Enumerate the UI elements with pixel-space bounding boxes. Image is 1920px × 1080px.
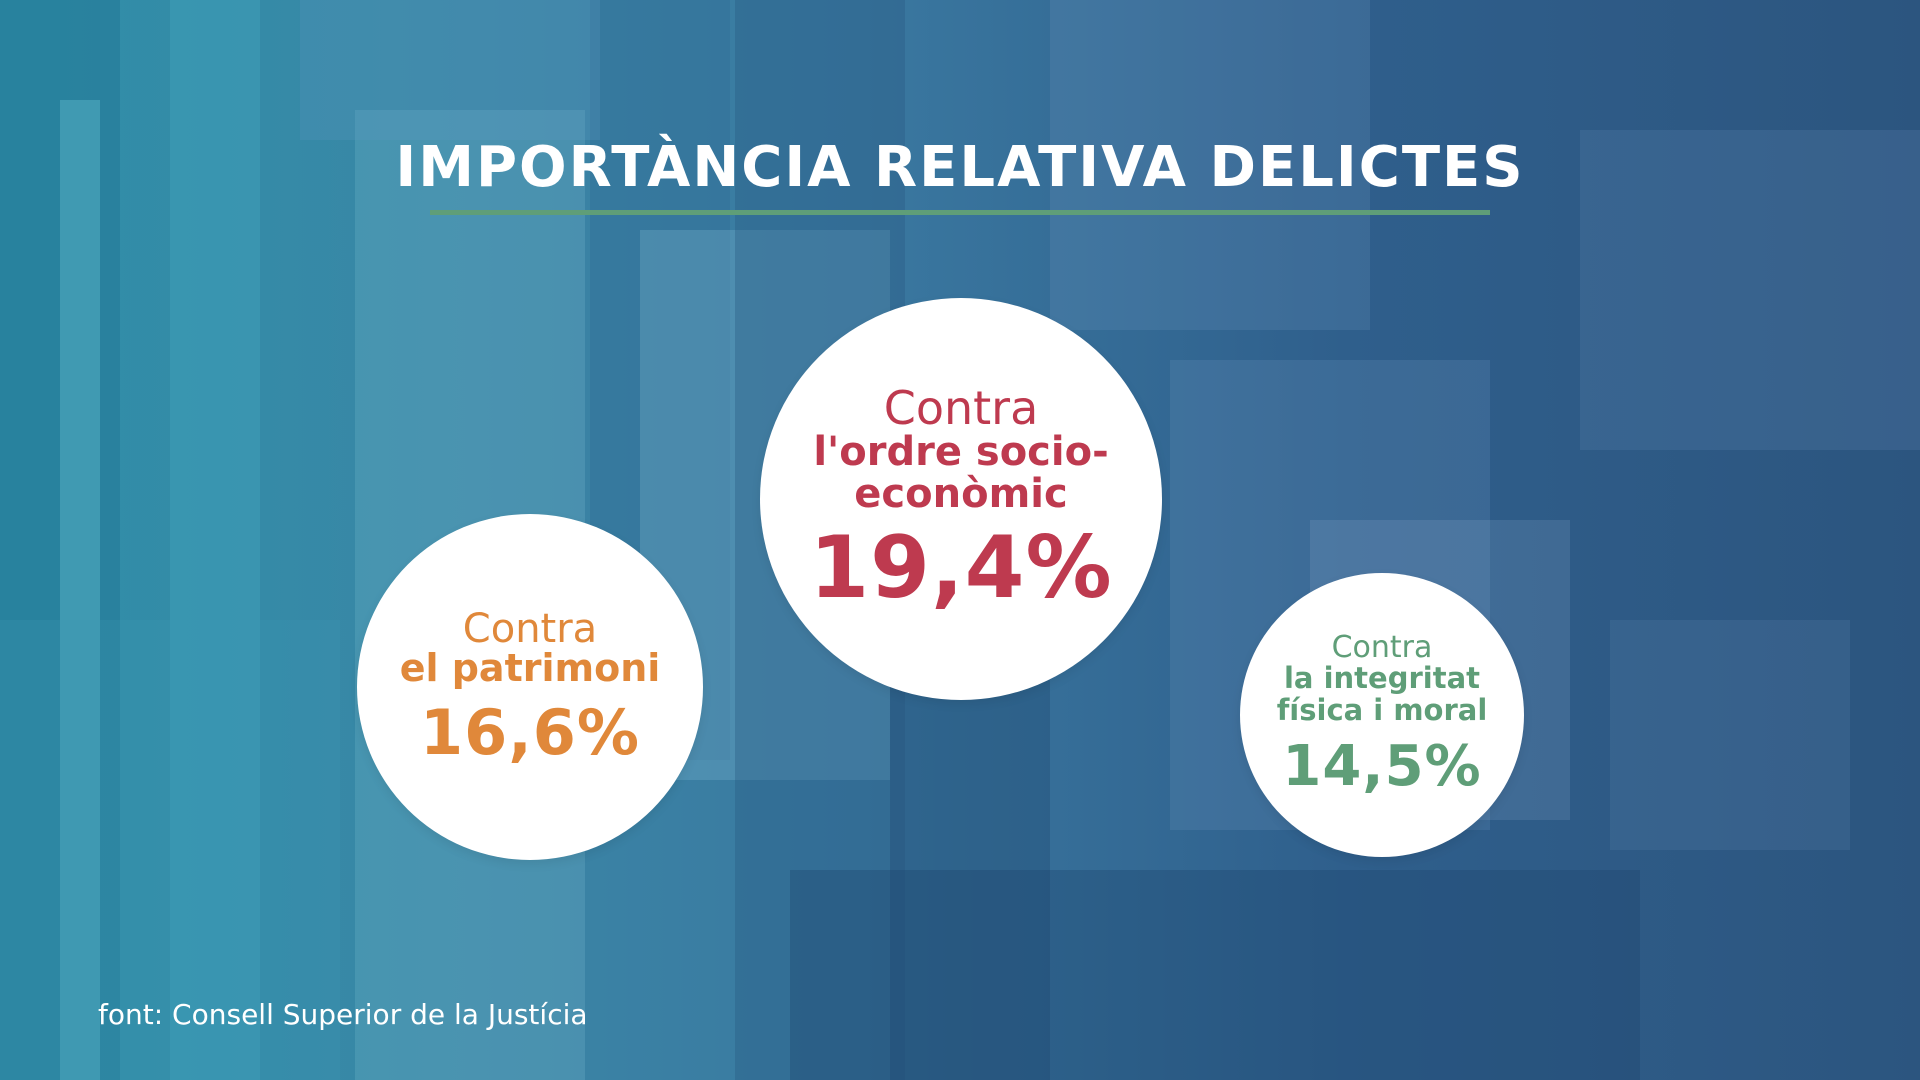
bg-block	[300, 0, 600, 140]
bubble-category-line: física i moral	[1276, 692, 1488, 727]
bubble-value: 16,6%	[419, 696, 641, 770]
bg-block	[60, 100, 100, 1080]
bubble-prefix: Contra	[883, 380, 1039, 435]
bg-block	[790, 870, 1640, 1080]
bubble-value: 19,4%	[809, 517, 1113, 618]
bg-block	[890, 680, 1050, 1080]
bg-block	[0, 0, 120, 1080]
bubble-value: 14,5%	[1282, 733, 1482, 799]
bubble-integritat: Contra la integritat física i moral 14,5…	[1240, 573, 1524, 857]
bg-block	[170, 0, 260, 1080]
bg-block	[1610, 620, 1850, 850]
source-note: font: Consell Superior de la Justícia	[98, 998, 588, 1031]
bubble-patrimoni: Contra el patrimoni 16,6%	[357, 514, 703, 860]
bubble-category-line: la integritat	[1283, 661, 1481, 696]
chart-title: IMPORTÀNCIA RELATIVA DELICTES	[395, 135, 1525, 200]
bg-block	[0, 620, 340, 1080]
bg-block	[1050, 0, 1370, 330]
bubble-ordre-socioeconomic: Contra l'ordre socio- econòmic 19,4%	[760, 298, 1162, 700]
bubble-category-line: l'ordre socio-	[813, 428, 1109, 475]
bg-block	[1580, 130, 1920, 450]
title-underline	[430, 210, 1490, 215]
bubble-category-line: econòmic	[854, 470, 1068, 517]
bubble-category-line: el patrimoni	[399, 645, 661, 690]
bubble-prefix: Contra	[1331, 630, 1433, 666]
bubble-prefix: Contra	[462, 605, 598, 652]
